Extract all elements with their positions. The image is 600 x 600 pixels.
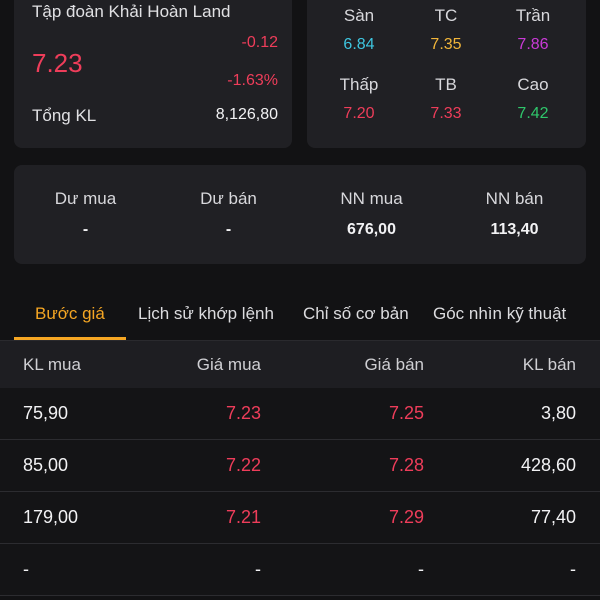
price-reference-label: TC [434, 6, 458, 25]
bid-volume: 179,00 [23, 507, 79, 527]
header-ask-price: Giá bán [364, 355, 424, 374]
ask-volume: - [570, 559, 576, 579]
table-row: - - - - [0, 544, 600, 596]
ask-price: 7.25 [388, 403, 424, 423]
price-average-label: TB [435, 75, 457, 94]
header-bid-volume: KL mua [23, 355, 81, 374]
price-floor-value: 6.84 [343, 36, 375, 53]
price-floor-label: Sàn [343, 6, 375, 25]
ask-price: 7.28 [388, 455, 424, 475]
bid-surplus-label: Dư mua [54, 189, 117, 208]
header-ask-volume: KL bán [522, 355, 576, 374]
ask-price: - [418, 559, 424, 579]
tab-fundamentals[interactable]: Chỉ số cơ bản [303, 304, 409, 323]
price-floor: Sàn 6.84 [313, 6, 405, 54]
foreign-buy-label: NN mua [340, 189, 403, 208]
bid-price: - [255, 559, 261, 579]
bid-price: 7.23 [225, 403, 261, 423]
table-row: 85,00 7.22 7.28 428,60 [0, 440, 600, 492]
ask-surplus: Dư bán - [157, 189, 300, 239]
foreign-sell: NN bán 113,40 [443, 189, 586, 239]
bid-volume: 85,00 [23, 455, 69, 475]
bid-surplus-value: - [82, 221, 89, 238]
tab-price-steps[interactable]: Bước giá [35, 304, 105, 323]
foreign-buy: NN mua 676,00 [300, 189, 443, 239]
price-change-percent: -1.63% [227, 72, 278, 89]
last-price: 7.23 [32, 48, 83, 78]
price-reference-value: 7.35 [430, 36, 462, 53]
table-row: 179,00 7.21 7.29 77,40 [0, 492, 600, 544]
price-ceiling-value: 7.86 [517, 36, 549, 53]
price-average-value: 7.33 [430, 105, 462, 122]
ask-price: 7.29 [388, 507, 424, 527]
tab-divider [0, 340, 600, 341]
price-reference: TC 7.35 [400, 6, 492, 54]
tab-technical-view[interactable]: Góc nhìn kỹ thuật [433, 304, 567, 323]
price-change: -0.12 [241, 34, 278, 51]
bid-volume: - [23, 559, 29, 579]
stock-name: Tập đoàn Khải Hoàn Land [32, 2, 231, 21]
price-high: Cao 7.42 [487, 75, 579, 123]
active-tab-indicator [14, 337, 126, 340]
table-row: 75,90 7.23 7.25 3,80 [0, 388, 600, 440]
price-ceiling: Trần 7.86 [487, 6, 579, 54]
price-low-label: Thấp [339, 75, 379, 94]
bid-volume: 75,90 [23, 403, 69, 423]
header-bid-price: Giá mua [196, 355, 261, 374]
price-ceiling-label: Trần [515, 6, 551, 25]
ask-volume: 3,80 [540, 403, 576, 423]
ask-volume: 77,40 [530, 507, 576, 527]
price-high-value: 7.42 [517, 105, 549, 122]
price-average: TB 7.33 [400, 75, 492, 123]
stock-summary-card: Tập đoàn Khải Hoàn Land 7.23 -0.12 -1.63… [14, 0, 292, 148]
tab-match-history[interactable]: Lịch sử khớp lệnh [138, 304, 274, 323]
price-low-value: 7.20 [343, 105, 375, 122]
foreign-sell-label: NN bán [485, 189, 544, 208]
total-volume-value: 8,126,80 [215, 106, 278, 123]
bid-surplus: Dư mua - [14, 189, 157, 239]
orderbook-header: KL mua Giá mua Giá bán KL bán [0, 341, 600, 388]
ask-surplus-label: Dư bán [200, 189, 257, 208]
foreign-sell-value: 113,40 [490, 221, 539, 238]
total-volume-label: Tổng KL [32, 106, 97, 125]
reference-prices-card: Sàn 6.84 TC 7.35 Trần 7.86 Thấp 7.20 TB … [307, 0, 586, 148]
bid-price: 7.22 [225, 455, 261, 475]
foreign-buy-value: 676,00 [347, 221, 396, 238]
tab-bar: Bước giá Lịch sử khớp lệnh Chỉ số cơ bản… [0, 290, 600, 340]
bid-price: 7.21 [225, 507, 261, 527]
price-high-label: Cao [517, 75, 549, 94]
price-low: Thấp 7.20 [313, 75, 405, 123]
trade-summary-card: Dư mua - Dư bán - NN mua 676,00 NN bán 1… [14, 165, 586, 264]
ask-volume: 428,60 [520, 455, 576, 475]
ask-surplus-value: - [225, 221, 232, 238]
